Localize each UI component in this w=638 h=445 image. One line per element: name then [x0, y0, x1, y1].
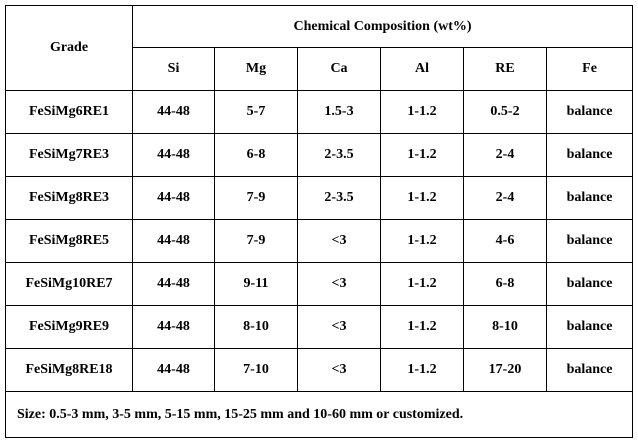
value-cell: 1-1.2 — [380, 90, 464, 134]
value-cell: 1-1.2 — [380, 133, 464, 177]
value-cell: <3 — [297, 262, 381, 306]
value-cell: balance — [545, 133, 634, 177]
value-cell: 6-8 — [214, 133, 298, 177]
value-cell: 17-20 — [463, 348, 547, 392]
value-cell: 44-48 — [132, 348, 215, 392]
value-cell: 7-10 — [214, 348, 298, 392]
value-cell: 0.5-2 — [463, 90, 547, 134]
value-cell: 44-48 — [132, 176, 215, 220]
value-cell: balance — [545, 90, 634, 134]
grade-header: Grade — [5, 5, 133, 91]
value-cell: 2-4 — [463, 133, 547, 177]
column-header-fe: Fe — [545, 47, 634, 91]
value-cell: 5-7 — [214, 90, 298, 134]
grade-cell: FeSiMg9RE9 — [5, 305, 133, 349]
value-cell: 8-10 — [463, 305, 547, 349]
column-header-si: Si — [132, 47, 215, 91]
value-cell: balance — [545, 305, 634, 349]
grade-cell: FeSiMg8RE3 — [5, 176, 133, 220]
column-header-mg: Mg — [214, 47, 298, 91]
value-cell: 2-3.5 — [297, 133, 381, 177]
grade-cell: FeSiMg7RE3 — [5, 133, 133, 177]
table-row: FeSiMg9RE9 44-48 8-10 <3 1-1.2 8-10 balance — [5, 305, 634, 349]
table-row: FeSiMg6RE1 44-48 5-7 1.5-3 1-1.2 0.5-2 balance — [5, 90, 634, 134]
value-cell: <3 — [297, 348, 381, 392]
grade-cell: FeSiMg10RE7 — [5, 262, 133, 306]
column-header-ca: Ca — [297, 47, 381, 91]
grade-cell: FeSiMg8RE18 — [5, 348, 133, 392]
value-cell: 1-1.2 — [380, 176, 464, 220]
value-cell: balance — [545, 348, 634, 392]
value-cell: 6-8 — [463, 262, 547, 306]
grade-cell: FeSiMg6RE1 — [5, 90, 133, 134]
value-cell: balance — [545, 176, 634, 220]
table-row: FeSiMg10RE7 44-48 9-11 <3 1-1.2 6-8 balance — [5, 262, 634, 306]
value-cell: 9-11 — [214, 262, 298, 306]
value-cell: 44-48 — [132, 90, 215, 134]
value-cell: 1-1.2 — [380, 219, 464, 263]
value-cell: <3 — [297, 305, 381, 349]
composition-group-header: Chemical Composition (wt%) — [131, 5, 634, 48]
value-cell: 8-10 — [214, 305, 298, 349]
value-cell: 7-9 — [214, 176, 298, 220]
value-cell: 44-48 — [132, 219, 215, 263]
size-note: Size: 0.5-3 mm, 3-5 mm, 5-15 mm, 15-25 m… — [4, 391, 634, 438]
table-row: FeSiMg8RE18 44-48 7-10 <3 1-1.2 17-20 balance — [5, 348, 634, 392]
value-cell: 7-9 — [214, 219, 298, 263]
value-cell: 2-3.5 — [297, 176, 381, 220]
table-row: FeSiMg7RE3 44-48 6-8 2-3.5 1-1.2 2-4 balance — [5, 133, 634, 177]
value-cell: 44-48 — [132, 133, 215, 177]
value-cell: 44-48 — [132, 305, 215, 349]
value-cell: balance — [545, 219, 634, 263]
column-header-al: Al — [380, 47, 464, 91]
value-cell: balance — [545, 262, 634, 306]
value-cell: 4-6 — [463, 219, 547, 263]
value-cell: 44-48 — [132, 262, 215, 306]
value-cell: 1.5-3 — [297, 90, 381, 134]
grade-cell: FeSiMg8RE5 — [5, 219, 133, 263]
value-cell: 1-1.2 — [380, 348, 464, 392]
table-row: FeSiMg8RE5 44-48 7-9 <3 1-1.2 4-6 balance — [5, 219, 634, 263]
value-cell: 2-4 — [463, 176, 547, 220]
composition-table: Grade Chemical Composition (wt%) Si Mg Ca A… — [4, 5, 634, 438]
column-header-re: RE — [463, 47, 547, 91]
value-cell: <3 — [297, 219, 381, 263]
value-cell: 1-1.2 — [380, 305, 464, 349]
table-row: FeSiMg8RE3 44-48 7-9 2-3.5 1-1.2 2-4 balance — [5, 176, 634, 220]
value-cell: 1-1.2 — [380, 262, 464, 306]
